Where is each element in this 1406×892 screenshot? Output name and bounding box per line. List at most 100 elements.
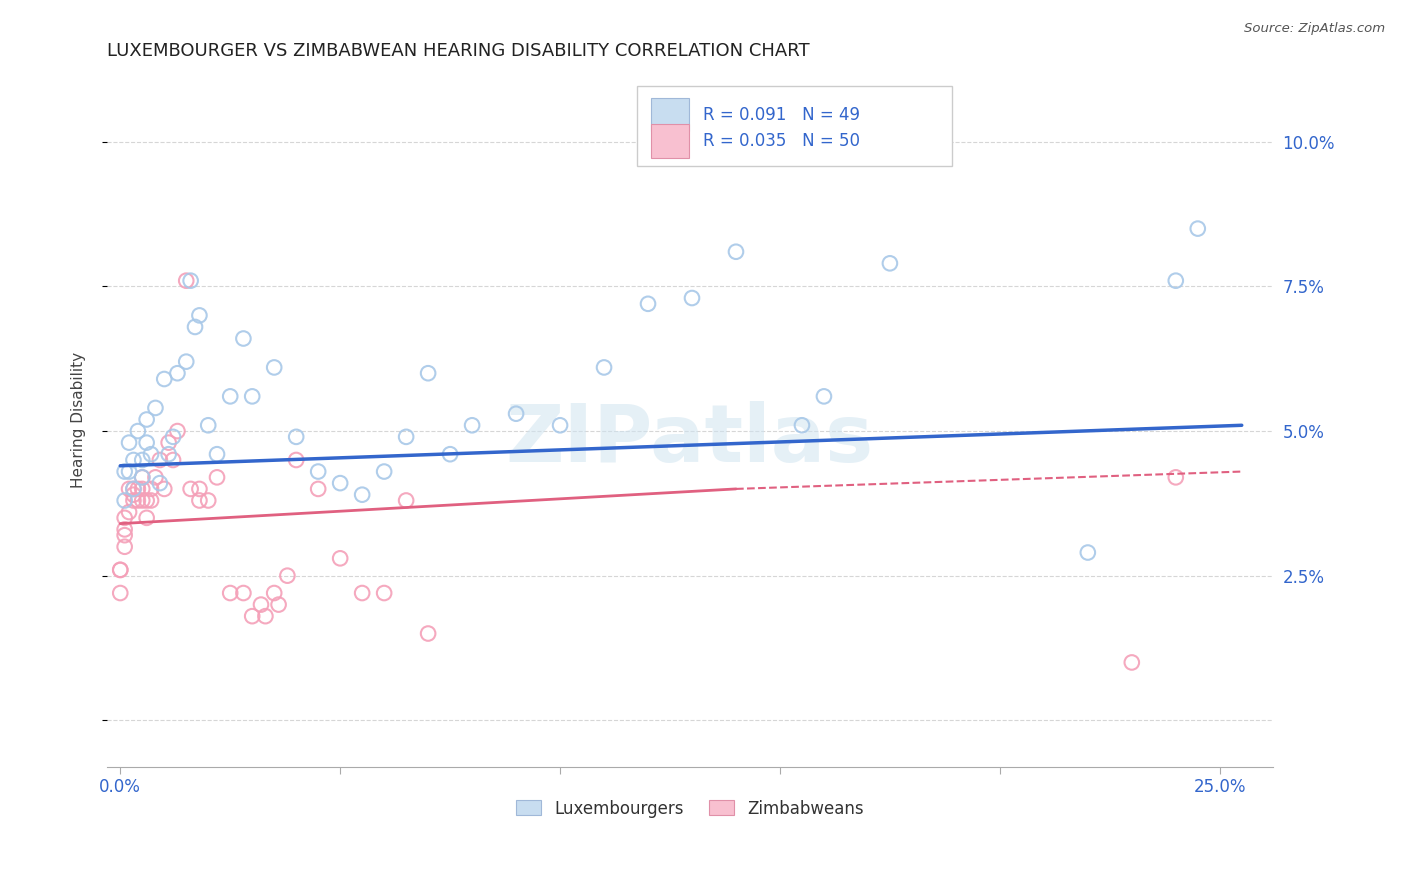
Point: [122, 482, 145, 496]
Point: [114, 511, 136, 525]
Point: [267, 598, 290, 612]
Point: [174, 354, 197, 368]
Point: [135, 511, 157, 525]
Point: [122, 453, 145, 467]
Point: [114, 522, 136, 536]
Point: [180, 274, 202, 288]
Point: [139, 447, 162, 461]
Point: [122, 482, 145, 496]
Point: [149, 476, 172, 491]
Point: [439, 447, 461, 461]
Point: [593, 360, 616, 375]
Point: [219, 586, 242, 600]
Point: [162, 430, 184, 444]
Point: [118, 435, 141, 450]
Point: [395, 430, 418, 444]
Point: [149, 453, 172, 467]
Point: [188, 493, 211, 508]
Point: [131, 470, 153, 484]
Point: [879, 256, 901, 270]
Point: [1164, 274, 1187, 288]
Point: [352, 586, 374, 600]
Point: [127, 493, 149, 508]
Point: [188, 482, 211, 496]
Point: [232, 331, 254, 345]
Point: [219, 389, 242, 403]
Point: [263, 586, 285, 600]
Text: R = 0.035   N = 50: R = 0.035 N = 50: [703, 132, 859, 150]
Point: [461, 418, 484, 433]
Point: [166, 424, 188, 438]
Point: [110, 563, 132, 577]
Point: [395, 493, 418, 508]
Point: [197, 493, 219, 508]
Point: [416, 366, 439, 380]
Point: [157, 435, 180, 450]
Point: [205, 447, 228, 461]
Point: [1077, 545, 1099, 559]
Point: [232, 586, 254, 600]
Point: [1164, 470, 1187, 484]
Point: [145, 401, 167, 415]
Point: [135, 412, 157, 426]
Point: [114, 493, 136, 508]
Y-axis label: Hearing Disability: Hearing Disability: [72, 351, 86, 488]
Text: LUXEMBOURGER VS ZIMBABWEAN HEARING DISABILITY CORRELATION CHART: LUXEMBOURGER VS ZIMBABWEAN HEARING DISAB…: [107, 42, 810, 60]
Point: [790, 418, 813, 433]
Text: Source: ZipAtlas.com: Source: ZipAtlas.com: [1244, 22, 1385, 36]
Point: [285, 430, 308, 444]
Point: [145, 470, 167, 484]
Point: [118, 465, 141, 479]
Point: [127, 424, 149, 438]
Point: [110, 563, 132, 577]
Point: [1187, 221, 1209, 235]
Point: [505, 407, 527, 421]
Bar: [651, 125, 689, 158]
Point: [637, 297, 659, 311]
Point: [373, 586, 395, 600]
Point: [681, 291, 703, 305]
Point: [135, 435, 157, 450]
Bar: [651, 98, 689, 131]
Point: [131, 470, 153, 484]
Point: [307, 465, 329, 479]
Point: [329, 551, 352, 566]
Point: [263, 360, 285, 375]
Point: [135, 493, 157, 508]
Point: [174, 274, 197, 288]
Point: [548, 418, 571, 433]
Point: [162, 453, 184, 467]
Legend: Luxembourgers, Zimbabweans: Luxembourgers, Zimbabweans: [509, 793, 870, 824]
Point: [373, 465, 395, 479]
Point: [285, 453, 308, 467]
Point: [307, 482, 329, 496]
Point: [153, 482, 176, 496]
Point: [813, 389, 835, 403]
Point: [157, 447, 180, 461]
Text: ZIPatlas: ZIPatlas: [506, 401, 875, 479]
Point: [250, 598, 273, 612]
Point: [724, 244, 747, 259]
Point: [139, 493, 162, 508]
Point: [1121, 656, 1143, 670]
Text: R = 0.091   N = 49: R = 0.091 N = 49: [703, 106, 859, 124]
Point: [205, 470, 228, 484]
Point: [122, 493, 145, 508]
Point: [139, 482, 162, 496]
FancyBboxPatch shape: [637, 87, 952, 166]
Point: [118, 482, 141, 496]
Point: [352, 488, 374, 502]
Point: [153, 372, 176, 386]
Point: [131, 493, 153, 508]
Point: [131, 482, 153, 496]
Point: [114, 540, 136, 554]
Point: [240, 389, 263, 403]
Point: [166, 366, 188, 380]
Point: [416, 626, 439, 640]
Point: [118, 505, 141, 519]
Point: [240, 609, 263, 624]
Point: [127, 482, 149, 496]
Point: [180, 482, 202, 496]
Point: [197, 418, 219, 433]
Point: [184, 320, 207, 334]
